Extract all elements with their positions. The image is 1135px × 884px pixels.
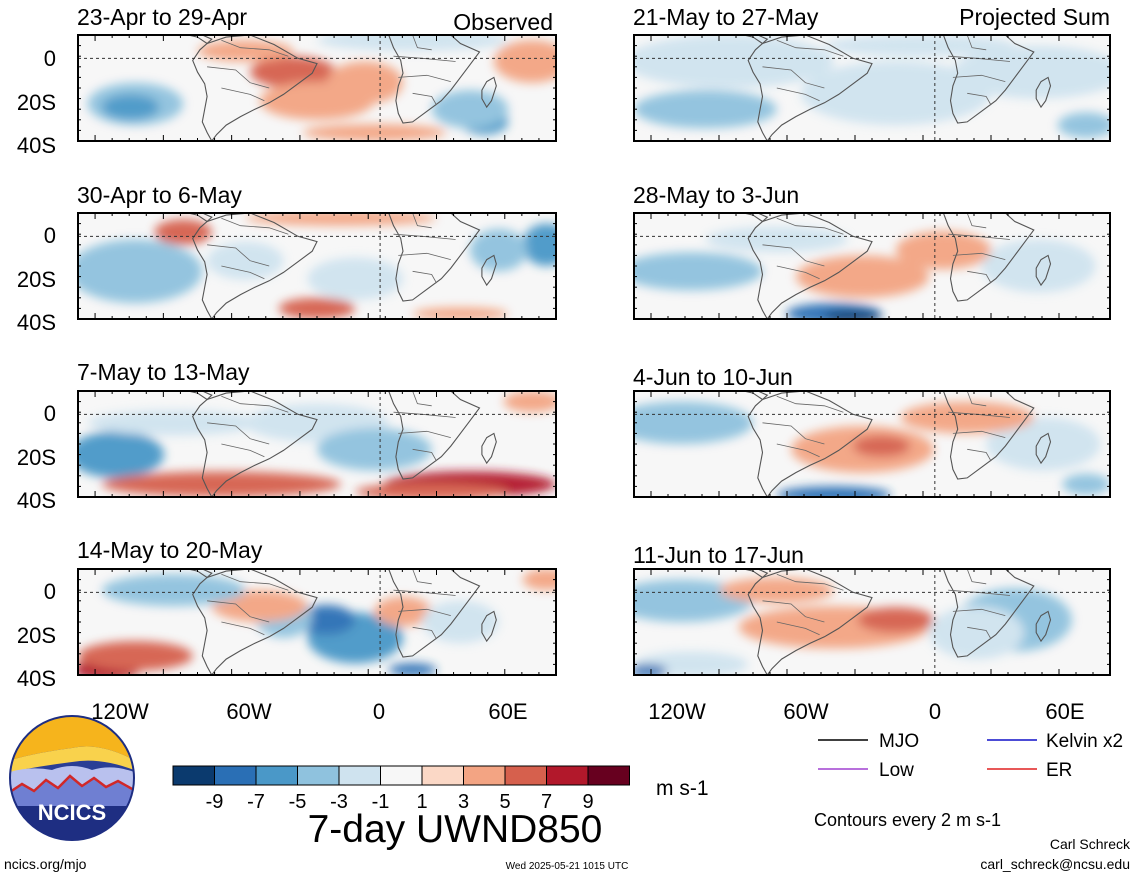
colorbar-tick-label: 5 — [499, 791, 510, 813]
lat-label: 20S — [17, 267, 56, 292]
legend-label-mjo: MJO — [879, 731, 919, 752]
ncics-logo: NCICS — [9, 715, 135, 841]
lat-label: 20S — [17, 90, 56, 115]
lon-label: 60E — [488, 699, 527, 724]
legend-label-low: Low — [879, 760, 914, 781]
lat-label: 0 — [44, 401, 56, 426]
colorbar-tick-label: -7 — [247, 791, 265, 813]
lon-label: 120W — [648, 699, 706, 724]
colorbar-tick-label: 1 — [416, 791, 427, 813]
map-panel-1 — [77, 34, 557, 142]
colorbar-swatch — [338, 765, 381, 786]
lat-label: 40S — [17, 310, 56, 335]
lat-label: 40S — [17, 488, 56, 513]
colorbar-tick-label: 3 — [458, 791, 469, 813]
lat-label: 20S — [17, 445, 56, 470]
colorbar-swatch — [214, 765, 257, 786]
colorbar-swatch — [297, 765, 340, 786]
lon-label: 60E — [1045, 699, 1084, 724]
colorbar-tick-label: -1 — [372, 791, 390, 813]
colorbar-swatch — [587, 765, 630, 786]
colorbar-swatch — [504, 765, 547, 786]
legend-label-kelvin: Kelvin x2 — [1046, 731, 1123, 752]
main-title: 7-day UWND850 — [308, 808, 603, 851]
footer-url: ncics.org/mjo — [4, 856, 87, 872]
lat-label: 20S — [17, 623, 56, 648]
colorbar-tick-label: -9 — [206, 791, 224, 813]
lat-labels: 0 20S 40S 0 20S 40S 0 20S 40S 0 20S 40S — [17, 46, 56, 691]
contours-note: Contours every 2 m s-1 — [814, 810, 1001, 830]
footer-email: carl_schreck@ncsu.edu — [980, 856, 1130, 872]
lon-label: 60W — [783, 699, 828, 724]
colorbar-tick-label: -3 — [330, 791, 348, 813]
lat-label: 0 — [44, 46, 56, 71]
panel-title-5: 21-May to 27-May — [633, 4, 819, 30]
colorbar-units: m s-1 — [656, 777, 709, 800]
projected-sum-label: Projected Sum — [959, 4, 1110, 30]
panel-title-6: 28-May to 3-Jun — [633, 182, 799, 208]
map-panel-6 — [633, 212, 1111, 320]
lon-label: 120W — [91, 699, 149, 724]
panel-title-4: 14-May to 20-May — [77, 537, 263, 563]
footer-author: Carl Schreck — [1050, 836, 1131, 852]
wave-legend: MJO Kelvin x2 Low ER — [818, 731, 1123, 781]
colorbar-swatch — [380, 765, 423, 786]
lon-label: 60W — [226, 699, 271, 724]
panel-title-7: 4-Jun to 10-Jun — [633, 364, 793, 390]
map-panel-8 — [633, 568, 1111, 676]
lon-labels: 120W 60W 0 60E 120W 60W 0 60E — [91, 699, 1084, 724]
panel-title-1: 23-Apr to 29-Apr — [77, 4, 247, 30]
map-panel-2 — [77, 212, 557, 320]
colorbar-swatch — [463, 765, 506, 786]
footer-timestamp: Wed 2025-05-21 1015 UTC — [506, 861, 629, 872]
lat-label: 0 — [44, 579, 56, 604]
map-panel-4 — [77, 568, 557, 676]
panel-title-2: 30-Apr to 6-May — [77, 182, 242, 208]
lat-label: 40S — [17, 133, 56, 158]
colorbar-swatch — [172, 765, 215, 786]
logo-text: NCICS — [38, 800, 106, 825]
colorbar-swatch — [421, 765, 464, 786]
colorbar-tick-label: 9 — [582, 791, 593, 813]
map-panel-3 — [77, 390, 557, 498]
lat-label: 0 — [44, 223, 56, 248]
colorbar-tick-label: -5 — [289, 791, 307, 813]
colorbar-tick-label: 7 — [541, 791, 552, 813]
lon-label: 0 — [929, 699, 941, 724]
colorbar: -9 -7 -5 -3 -1 1 3 5 7 9 — [172, 765, 630, 813]
map-panel-7 — [633, 390, 1111, 498]
lon-label: 0 — [373, 699, 385, 724]
map-panel-5 — [633, 34, 1111, 142]
legend-label-er: ER — [1046, 760, 1072, 781]
colorbar-swatch — [546, 765, 589, 786]
lat-label: 40S — [17, 666, 56, 691]
colorbar-swatch — [255, 765, 298, 786]
panel-title-3: 7-May to 13-May — [77, 359, 250, 385]
observed-label: Observed — [453, 9, 553, 35]
panel-title-8: 11-Jun to 17-Jun — [633, 542, 804, 568]
